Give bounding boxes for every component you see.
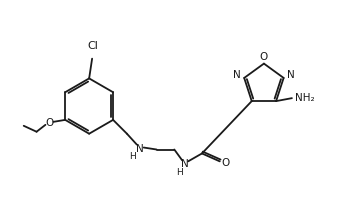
Text: H: H <box>176 168 183 177</box>
Text: N: N <box>136 143 144 154</box>
Text: N: N <box>233 70 241 80</box>
Text: O: O <box>222 158 230 168</box>
Text: O: O <box>45 118 54 128</box>
Text: Cl: Cl <box>88 41 98 51</box>
Text: NH₂: NH₂ <box>295 93 315 103</box>
Text: O: O <box>260 52 268 62</box>
Text: H: H <box>130 152 136 161</box>
Text: N: N <box>181 159 189 169</box>
Text: N: N <box>287 70 294 80</box>
